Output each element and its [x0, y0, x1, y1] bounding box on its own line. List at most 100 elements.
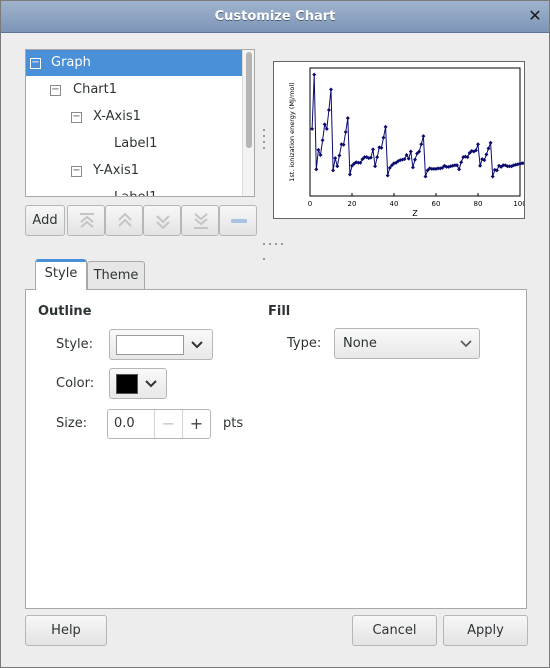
tree-item-label: Y-Axis1 — [93, 158, 139, 184]
move-to-top-icon — [77, 211, 97, 231]
chevron-down-icon — [459, 338, 473, 350]
tree-item-label: Label1 — [114, 131, 157, 157]
data-point — [419, 142, 423, 146]
series-line — [312, 75, 524, 177]
data-point — [409, 149, 413, 153]
collapse-icon[interactable]: − — [30, 58, 41, 69]
move-down-button[interactable] — [143, 205, 181, 236]
tree-item-label: Label1 — [114, 185, 157, 197]
data-point — [384, 125, 388, 129]
data-point — [489, 141, 493, 145]
tree-item-y-axis1[interactable]: − Y-Axis1 — [26, 158, 242, 184]
data-point — [312, 73, 316, 77]
move-up-button[interactable] — [105, 205, 143, 236]
line-style-preview — [116, 335, 184, 355]
data-point — [455, 163, 459, 167]
data-point — [484, 153, 488, 157]
remove-button[interactable] — [219, 205, 257, 236]
tree-item-y-label1[interactable]: Label1 — [26, 185, 242, 197]
tree-item-label: Chart1 — [73, 77, 117, 103]
data-point — [386, 174, 390, 178]
collapse-icon[interactable]: − — [71, 166, 82, 177]
data-point — [413, 158, 417, 162]
pane-resize-handle[interactable] — [263, 129, 266, 157]
collapse-icon[interactable]: − — [50, 85, 61, 96]
data-point — [314, 167, 318, 171]
remove-icon — [229, 211, 249, 231]
size-value[interactable]: 0.0 — [114, 416, 135, 431]
outline-size-label: Size: — [56, 416, 87, 431]
tree-item-chart1[interactable]: − Chart1 — [26, 77, 242, 103]
collapse-icon[interactable]: − — [71, 112, 82, 123]
plot-frame — [310, 68, 520, 196]
chart-canvas: 0 20 40 60 80 100 Z 1st. ionization energy (MJ/… — [274, 62, 524, 218]
chevron-down-icon — [144, 378, 158, 390]
data-point — [358, 161, 362, 165]
add-button[interactable]: Add — [25, 205, 65, 236]
outline-style-label: Style: — [56, 337, 93, 352]
x-tick-label: 40 — [390, 200, 399, 208]
data-point — [329, 88, 333, 92]
title-bar: Customize Chart ✕ — [1, 1, 549, 33]
x-axis-label: Z — [412, 209, 418, 218]
move-to-bottom-icon — [191, 211, 211, 231]
help-button[interactable]: Help — [25, 615, 107, 646]
data-point — [487, 146, 491, 150]
fill-heading: Fill — [268, 304, 290, 319]
fill-type-value: None — [343, 336, 377, 351]
data-point — [424, 175, 428, 179]
increment-button[interactable]: + — [182, 410, 210, 438]
move-down-icon — [153, 211, 173, 231]
outline-style-combo[interactable] — [109, 329, 213, 360]
outline-color-label: Color: — [56, 376, 94, 391]
tree-item-x-label1[interactable]: Label1 — [26, 131, 242, 157]
size-unit-label: pts — [223, 416, 243, 431]
data-point — [348, 172, 352, 176]
data-point — [476, 142, 480, 146]
move-to-bottom-button[interactable] — [181, 205, 219, 236]
tree-scrollbar[interactable] — [242, 50, 254, 196]
window-title: Customize Chart — [1, 9, 549, 24]
outline-heading: Outline — [38, 304, 92, 319]
tab-style[interactable]: Style — [35, 259, 87, 290]
data-point — [325, 127, 329, 131]
move-up-icon — [115, 211, 135, 231]
data-point — [491, 175, 495, 179]
scrollbar-thumb[interactable] — [246, 52, 252, 148]
graph-tree[interactable]: − Graph − Chart1 − X-Axis1 Label1 − Y-Ax… — [25, 49, 255, 197]
close-icon[interactable]: ✕ — [527, 8, 543, 24]
tree-item-label: Graph — [51, 50, 91, 76]
color-swatch — [116, 374, 138, 394]
data-point — [407, 157, 411, 161]
cancel-button[interactable]: Cancel — [352, 615, 437, 646]
data-point — [321, 138, 325, 142]
data-point — [346, 116, 350, 120]
move-to-top-button[interactable] — [67, 205, 105, 236]
data-point — [478, 164, 482, 168]
x-tick-label: 60 — [432, 200, 441, 208]
apply-button[interactable]: Apply — [443, 615, 528, 646]
data-point — [375, 155, 379, 159]
data-point — [310, 127, 314, 131]
outline-size-spinner[interactable]: 0.0 − + — [107, 409, 211, 439]
chart-preview: 0 20 40 60 80 100 Z 1st. ionization energy (MJ/… — [273, 61, 525, 219]
data-point — [335, 164, 339, 168]
data-point — [411, 165, 415, 169]
x-tick-label: 20 — [348, 200, 357, 208]
tab-theme[interactable]: Theme — [87, 261, 145, 291]
data-point — [323, 122, 327, 126]
data-point — [421, 134, 425, 138]
data-point — [333, 156, 337, 160]
x-tick-label: 0 — [308, 200, 312, 208]
outline-color-button[interactable] — [109, 368, 167, 399]
tree-item-x-axis1[interactable]: − X-Axis1 — [26, 104, 242, 130]
y-axis-label: 1st. ionization energy (MJ/mol) — [288, 82, 296, 181]
decrement-button[interactable]: − — [154, 410, 182, 438]
tree-item-label: X-Axis1 — [93, 104, 141, 130]
data-point — [344, 130, 348, 134]
fill-type-select[interactable]: None — [334, 328, 480, 359]
pane-resize-handle-horizontal[interactable] — [263, 243, 291, 246]
data-point — [327, 108, 331, 112]
tree-item-graph[interactable]: − Graph — [26, 50, 242, 76]
